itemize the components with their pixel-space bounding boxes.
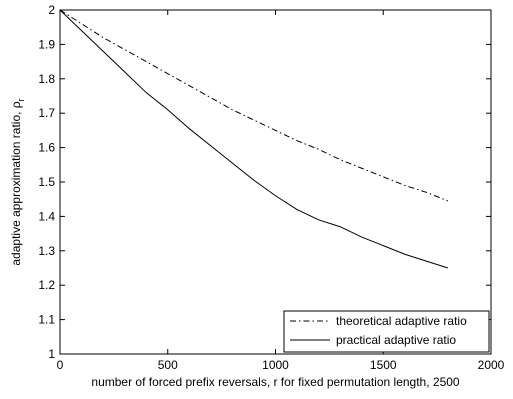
y-axis-label-main: adaptive approximation ratio, ρ xyxy=(9,101,23,265)
x-tick-label: 2000 xyxy=(478,358,505,372)
x-tick-label: 0 xyxy=(57,358,64,372)
y-axis-ticks: 1 1.1 1.2 1.3 1.4 1.5 1.6 1.7 1.8 1.9 2 xyxy=(38,3,491,361)
y-tick-label: 1.6 xyxy=(38,141,55,155)
y-tick-label: 1.5 xyxy=(38,175,55,189)
y-axis-label-subscript: r xyxy=(16,98,26,101)
plot-area xyxy=(59,9,492,355)
y-tick-label: 1.2 xyxy=(38,278,55,292)
y-tick-label: 1 xyxy=(48,347,55,361)
y-tick-label: 1.7 xyxy=(38,106,55,120)
legend-label-theoretical: theoretical adaptive ratio xyxy=(336,314,467,328)
y-axis-label: adaptive approximation ratio, ρr xyxy=(9,98,26,265)
x-tick-label: 500 xyxy=(158,358,178,372)
series-line-practical xyxy=(59,9,449,269)
x-axis-ticks: 0 500 1000 1500 2000 xyxy=(57,10,505,372)
y-tick-label: 1.9 xyxy=(38,37,55,51)
y-tick-label: 1.4 xyxy=(38,209,55,223)
legend-box xyxy=(283,310,490,353)
x-axis-label: number of forced prefix reversals, r for… xyxy=(91,375,460,389)
x-tick-label: 1000 xyxy=(262,358,289,372)
legend-label-practical: practical adaptive ratio xyxy=(336,333,456,347)
x-tick-label: 1500 xyxy=(370,358,397,372)
y-tick-label: 1.1 xyxy=(38,313,55,327)
series-layer xyxy=(59,9,449,269)
y-tick-label: 1.3 xyxy=(38,244,55,258)
y-tick-label: 1.8 xyxy=(38,72,55,86)
y-tick-label: 2 xyxy=(48,3,55,17)
legend: theoretical adaptive ratio practical ada… xyxy=(283,310,490,353)
